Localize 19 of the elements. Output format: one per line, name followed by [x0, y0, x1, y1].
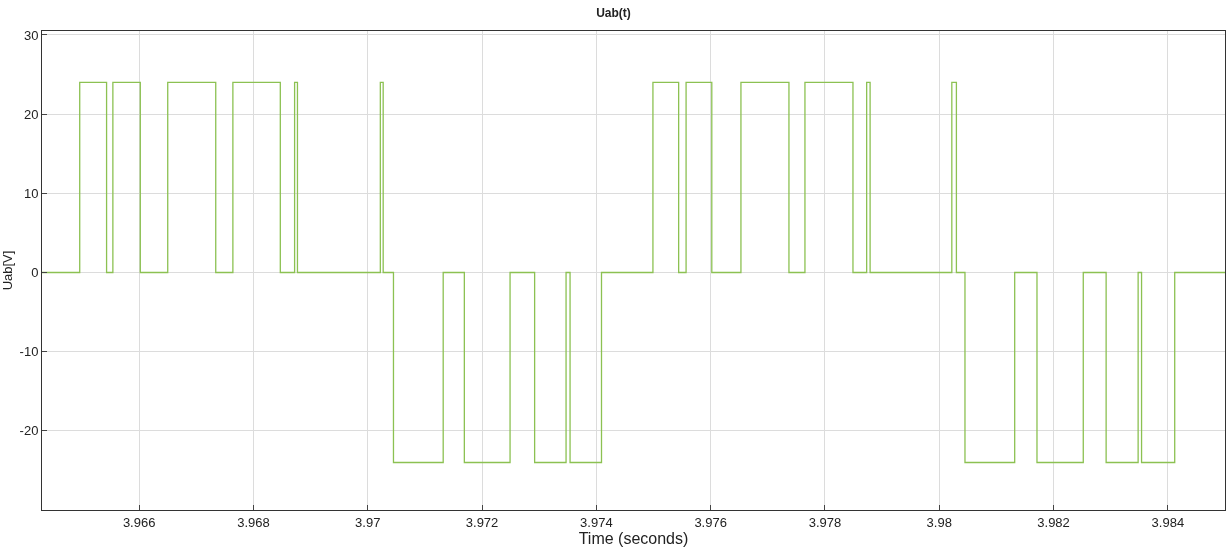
x-tick-label: 3.972	[465, 514, 499, 530]
x-tick-label: 3.984	[1151, 514, 1185, 530]
x-axis-title: Time (seconds)	[578, 529, 689, 547]
y-tick-label: 20	[23, 106, 39, 122]
x-tick-label: 3.982	[1037, 514, 1070, 530]
x-tick-label: 3.978	[808, 514, 842, 530]
y-axis-title: Uab[V]	[0, 250, 15, 291]
y-tick-label: -10	[19, 344, 39, 360]
y-tick-label: 0	[31, 265, 39, 281]
x-tick-label: 3.966	[122, 514, 156, 530]
x-tick-label: 3.974	[580, 514, 613, 530]
x-tick-label: 3.98	[926, 514, 952, 530]
y-tick-label: -20	[19, 423, 39, 439]
chart-title: Uab(t)	[596, 5, 631, 20]
x-tick-label: 3.976	[694, 514, 727, 530]
x-tick-label: 3.97	[355, 514, 381, 530]
y-tick-label: 10	[23, 185, 39, 201]
x-tick-label: 3.968	[237, 514, 270, 530]
y-tick-label: 30	[23, 27, 39, 43]
